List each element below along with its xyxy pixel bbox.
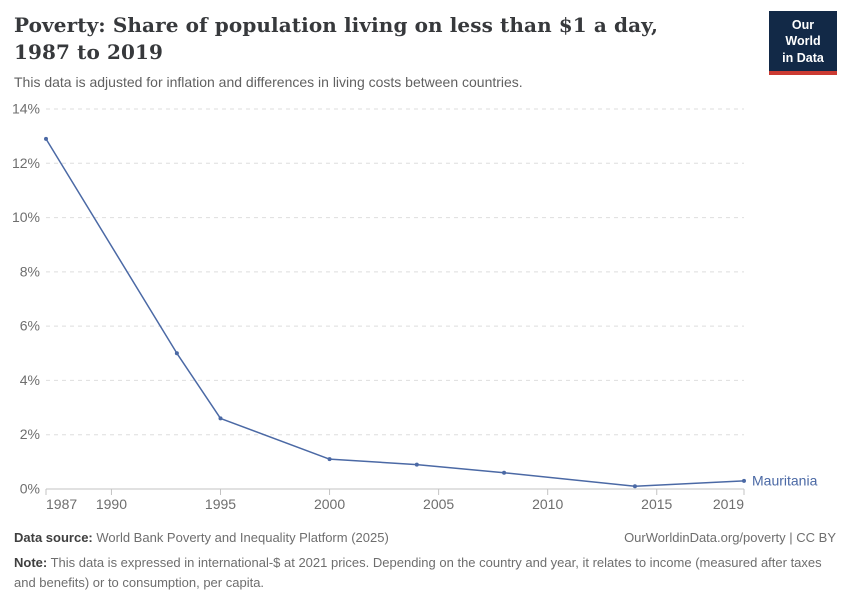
data-point <box>327 457 332 462</box>
data-point <box>44 137 48 142</box>
owid-logo-line1: Our World <box>785 18 821 49</box>
y-axis-label: 6% <box>20 318 40 334</box>
y-axis-label: 2% <box>20 426 40 442</box>
owid-logo[interactable]: Our World in Data <box>769 11 837 75</box>
x-axis-label: 1995 <box>205 496 236 512</box>
x-axis-label: 2019 <box>713 496 744 512</box>
entity-label: Mauritania <box>752 473 818 489</box>
y-axis-label: 0% <box>20 481 40 497</box>
chart-subtitle: This data is adjusted for inflation and … <box>14 74 523 90</box>
y-axis-label: 14% <box>12 101 40 117</box>
y-axis-label: 10% <box>12 209 40 225</box>
data-point <box>218 416 223 421</box>
data-source-label: Data source: <box>14 530 93 546</box>
line-chart-svg: 0% 2% 4% 6% 8% 10% 12% 14% 1987 1990 1995 2000 2005 2… <box>12 101 818 513</box>
y-axis-label: 8% <box>20 264 40 280</box>
note-label: Note: <box>14 555 48 571</box>
y-axis-label: 4% <box>20 372 40 388</box>
y-axis-label: 12% <box>12 155 40 171</box>
data-point <box>742 479 746 484</box>
x-axis-label: 1990 <box>96 496 127 512</box>
chart-footer: Data source: World Bank Poverty and Ineq… <box>0 529 850 592</box>
data-source-value: World Bank Poverty and Inequality Platfo… <box>92 530 389 546</box>
x-axis-label: 2005 <box>423 496 454 512</box>
data-point <box>174 351 179 356</box>
data-point <box>502 470 507 475</box>
data-source-text: Data source: World Bank Poverty and Ineq… <box>14 529 389 547</box>
plot-area: 0% 2% 4% 6% 8% 10% 12% 14% 1987 1990 1995 2000 2005 2… <box>0 93 850 517</box>
data-point <box>632 484 637 489</box>
chart-header: Poverty: Share of population living on l… <box>0 0 850 91</box>
license-link[interactable]: OurWorldinData.org/poverty | CC BY <box>624 530 836 546</box>
x-axis-label: 1987 <box>46 496 77 512</box>
x-axis-label: 2010 <box>532 496 563 512</box>
data-point <box>414 462 419 467</box>
note-value: This data is expressed in international-… <box>14 555 822 590</box>
x-axis-label: 2015 <box>641 496 672 512</box>
source-row: Data source: World Bank Poverty and Ineq… <box>14 529 836 547</box>
owid-logo-line2: in Data <box>782 50 824 65</box>
series-line <box>45 138 745 488</box>
chart-title: Poverty: Share of population living on l… <box>14 13 659 64</box>
x-axis-label: 2000 <box>314 496 345 512</box>
note-row: Note: This data is expressed in internat… <box>14 553 836 592</box>
